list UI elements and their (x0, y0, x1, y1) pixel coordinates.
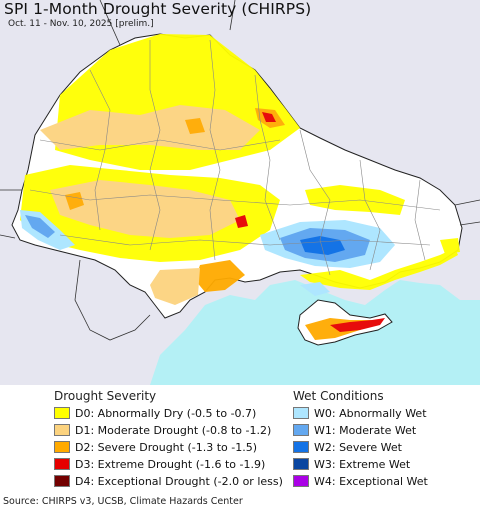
swatch-d3 (54, 458, 70, 470)
legend-item-w1: W1: Moderate Wet (293, 422, 416, 438)
legend-label-d3: D3: Extreme Drought (-1.6 to -1.9) (75, 457, 266, 471)
page-title: SPI 1-Month Drought Severity (CHIRPS) (4, 0, 312, 18)
swatch-w3 (293, 458, 309, 470)
legend: Drought Severity D0: Abnormally Dry (-0.… (0, 385, 480, 493)
swatch-w0 (293, 407, 309, 419)
swatch-d2 (54, 441, 70, 453)
legend-item-d0: D0: Abnormally Dry (-0.5 to -0.7) (54, 405, 256, 421)
neighbour-borders (0, 0, 480, 341)
legend-item-w2: W2: Severe Wet (293, 439, 402, 455)
legend-label-w3: W3: Extreme Wet (314, 457, 411, 471)
wet-legend-heading: Wet Conditions (293, 389, 384, 403)
legend-label-w2: W2: Severe Wet (314, 440, 402, 454)
legend-item-w4: W4: Exceptional Wet (293, 473, 428, 489)
legend-label-d4: D4: Exceptional Drought (-2.0 or less) (75, 474, 283, 488)
source-credit: Source: CHIRPS v3, UCSB, Climate Hazards… (3, 496, 243, 507)
legend-item-w0: W0: Abnormally Wet (293, 405, 427, 421)
swatch-d0 (54, 407, 70, 419)
drought-areas (20, 34, 460, 340)
swatch-d1 (54, 424, 70, 436)
legend-label-w1: W1: Moderate Wet (314, 423, 417, 437)
wet-areas (20, 210, 395, 296)
legend-label-d1: D1: Moderate Drought (-0.8 to -1.2) (75, 423, 272, 437)
swatch-w4 (293, 475, 309, 487)
legend-label-w4: W4: Exceptional Wet (314, 474, 428, 488)
drought-map (0, 0, 480, 385)
page-subtitle: Oct. 11 - Nov. 10, 2025 [prelim.] (8, 19, 154, 29)
admin-boundaries (29, 39, 441, 276)
drought-legend-heading: Drought Severity (54, 389, 157, 403)
swatch-w2 (293, 441, 309, 453)
legend-item-w3: W3: Extreme Wet (293, 456, 410, 472)
legend-item-d3: D3: Extreme Drought (-1.6 to -1.9) (54, 456, 265, 472)
swatch-w1 (293, 424, 309, 436)
legend-label-d2: D2: Severe Drought (-1.3 to -1.5) (75, 440, 258, 454)
legend-label-w0: W0: Abnormally Wet (314, 406, 427, 420)
legend-item-d4: D4: Exceptional Drought (-2.0 or less) (54, 473, 283, 489)
legend-item-d1: D1: Moderate Drought (-0.8 to -1.2) (54, 422, 271, 438)
legend-label-d0: D0: Abnormally Dry (-0.5 to -0.7) (75, 406, 257, 420)
legend-item-d2: D2: Severe Drought (-1.3 to -1.5) (54, 439, 257, 455)
swatch-d4 (54, 475, 70, 487)
